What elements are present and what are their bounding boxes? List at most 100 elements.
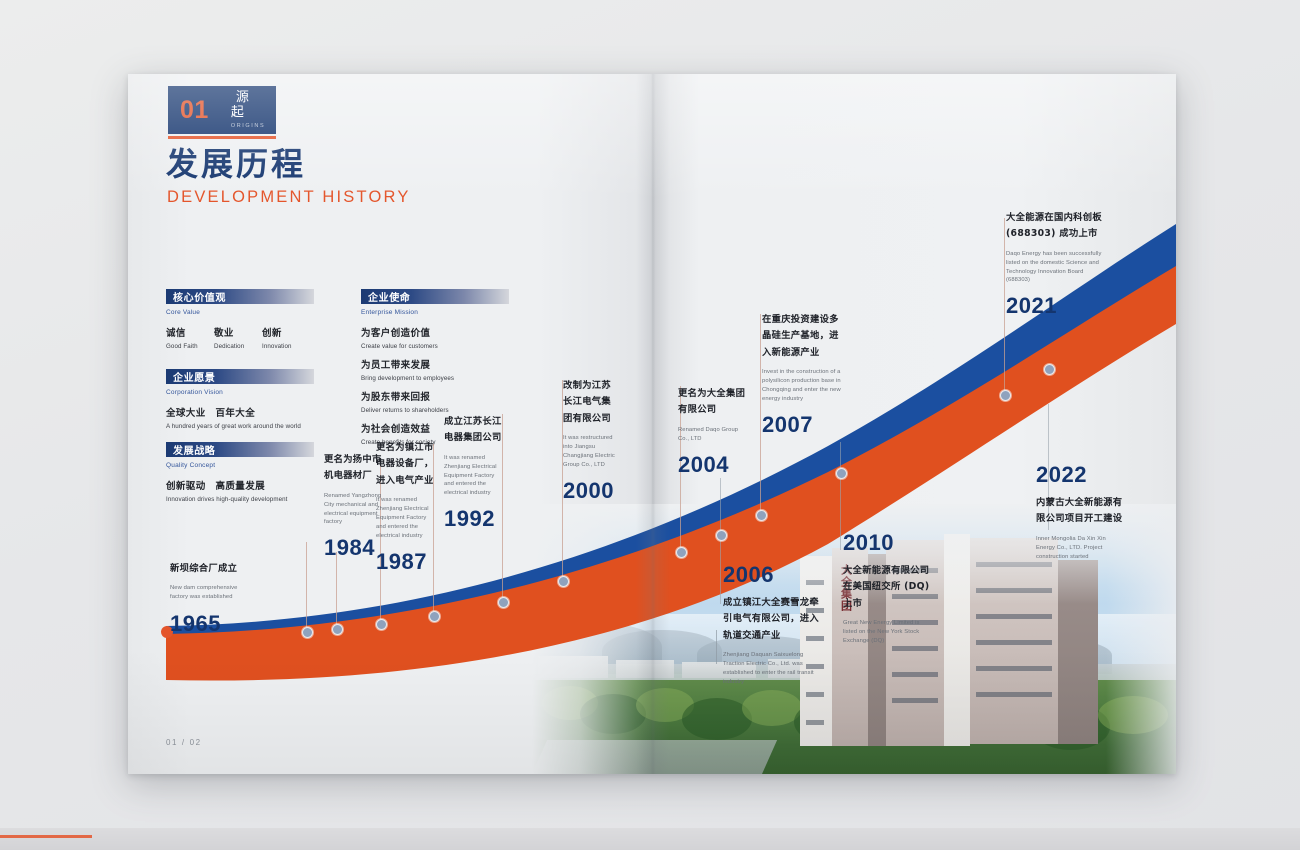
- timeline-entry-2010: 2010 大全新能源有限公司在美国纽交所 (DQ) 上市 Great New E…: [843, 532, 931, 646]
- page-title-cn: 发展历程: [166, 145, 307, 183]
- tree-canopy: [682, 698, 752, 740]
- list-item: 创新 Innovation: [262, 328, 314, 351]
- entry-text-cn: 新坝综合厂成立: [170, 563, 238, 574]
- entry-text-cn: 内蒙古大全新能源有限公司项目开工建设: [1036, 497, 1123, 525]
- block-items: 诚信 Good Faith 敬业 Dedication 创新 Innovatio…: [166, 328, 314, 351]
- entry-text-cn: 更名为扬中市机电器材厂: [324, 454, 382, 482]
- entry-text-en: Zhenjiang Daquan Saixuelong Traction Ele…: [723, 651, 814, 685]
- entry-text-en: It was renamed Zhenjiang Electrical Equi…: [444, 454, 497, 497]
- entry-year: 2022: [1036, 462, 1087, 487]
- entry-year: 2000: [563, 477, 614, 503]
- list-item: 诚信 Good Faith: [166, 328, 214, 351]
- item-en: Dedication: [214, 342, 245, 350]
- timeline-stem: [336, 552, 337, 630]
- block-title-en: Enterprise Mission: [361, 309, 419, 316]
- timeline-stem: [1004, 218, 1005, 394]
- entry-year: 1987: [376, 548, 427, 574]
- tree-canopy: [742, 690, 802, 726]
- block-title-en: Corporation Vision: [166, 389, 223, 396]
- timeline-entry-2000: 改制为江苏长江电气集团有限公司 It was restructured into…: [563, 378, 619, 502]
- entry-text-cn: 成立江苏长江电器集团公司: [444, 416, 502, 444]
- entry-text-en: Renamed Daqo Group Co., LTD: [678, 426, 739, 442]
- item-en: Good Faith: [166, 342, 198, 350]
- timeline-stem: [840, 442, 841, 550]
- item-cn: 为股东带来回报: [361, 391, 431, 403]
- block-title-cn: 发展战略: [173, 446, 216, 457]
- entry-text-en: Great New Energy Limited is listed on th…: [843, 619, 920, 644]
- window: [976, 666, 1052, 671]
- list-item: 创新驱动 高质量发展 Innovation drives high-qualit…: [166, 481, 314, 504]
- timeline-entry-2006: 2006 成立镇江大全赛雪龙牵引电气有限公司，进入轨道交通产业 Zhenjian…: [723, 564, 823, 687]
- block-items: 创新驱动 高质量发展 Innovation drives high-qualit…: [166, 481, 314, 504]
- entry-text-cn: 在重庆投资建设多晶硅生产基地，进入新能源产业: [762, 314, 839, 358]
- item-en: A hundred years of great work around the…: [166, 422, 301, 430]
- entry-text-en: Daqo Energy has been successfully listed…: [1006, 250, 1102, 284]
- page-folio: 01 / 02: [166, 738, 202, 747]
- badge-text-group: 源 起 ORIGINS: [230, 90, 265, 129]
- entry-text-en: Renamed Yangzhong City mechanical and el…: [324, 492, 382, 526]
- timeline-node: [1000, 390, 1011, 401]
- timeline-node: [302, 627, 313, 638]
- block-core-value: 核心价值观 Core Value 诚信 Good Faith 敬业 Dedica…: [166, 289, 314, 351]
- item-en: Bring development to employees: [361, 374, 455, 382]
- page-title-en: DEVELOPMENT HISTORY: [167, 188, 411, 206]
- timeline-entry-2021: 大全能源在国内科创板 (688303) 成功上市 Daqo Energy has…: [1006, 210, 1106, 317]
- entry-year: 2004: [678, 451, 729, 477]
- list-item: 全球大业 百年大全 A hundred years of great work …: [166, 408, 314, 431]
- entry-year: 2010: [843, 530, 894, 555]
- timeline-entry-2004: 更名为大全集团有限公司 Renamed Daqo Group Co., LTD …: [678, 386, 750, 476]
- timeline-entry-1984: 更名为扬中市机电器材厂 Renamed Yangzhong City mecha…: [324, 452, 382, 559]
- timeline-entry-1965: 新坝综合厂成立 New dam comprehensive factory wa…: [170, 561, 256, 635]
- entry-text-cn: 大全能源在国内科创板 (688303) 成功上市: [1006, 212, 1102, 240]
- window: [806, 692, 824, 697]
- timeline-stem: [720, 478, 721, 604]
- entry-year: 1984: [324, 535, 375, 561]
- window: [976, 614, 1052, 619]
- item-cn: 敬业: [214, 328, 234, 339]
- block-bar: 企业使命: [361, 289, 509, 304]
- item-cn: 创新: [262, 328, 282, 339]
- timeline-stem: [760, 314, 761, 514]
- entry-text-cn: 改制为江苏长江电气集团有限公司: [563, 380, 611, 424]
- list-item: 为股东带来回报 Deliver returns to shareholders: [361, 392, 509, 415]
- timeline-node: [429, 611, 440, 622]
- bottom-accent-bar: [0, 835, 92, 838]
- window: [806, 720, 824, 725]
- item-cn: 创新驱动 高质量发展: [166, 481, 266, 492]
- timeline-node: [1044, 364, 1055, 375]
- timeline-node: [558, 576, 569, 587]
- item-en: Innovation: [262, 342, 292, 350]
- block-title-cn: 企业使命: [368, 293, 411, 304]
- block-corporation-vision: 企业愿景 Corporation Vision 全球大业 百年大全 A hund…: [166, 369, 314, 440]
- item-en: Create value for customers: [361, 342, 438, 350]
- badge-underline: [168, 136, 276, 139]
- list-item: 为员工带来发展 Bring development to employees: [361, 360, 509, 383]
- item-en: Innovation drives high-quality developme…: [166, 495, 288, 503]
- entry-year: 2006: [723, 562, 774, 587]
- entry-year: 1965: [170, 611, 221, 637]
- entry-text-cn: 更名为大全集团有限公司: [678, 388, 746, 416]
- block-title-en: Quality Concept: [166, 462, 216, 469]
- timeline-stem: [502, 414, 503, 602]
- window: [976, 640, 1052, 645]
- item-cn: 全球大业 百年大全: [166, 408, 256, 419]
- entry-year: 2021: [1006, 293, 1057, 319]
- item-cn: 为客户创造价值: [361, 328, 431, 339]
- entry-text-cn: 更名为镇江市电器设备厂，进入电气产业: [376, 442, 434, 486]
- entry-text-en: New dam comprehensive factory was establ…: [170, 585, 238, 601]
- timeline-node: [756, 510, 767, 521]
- list-item: 为客户创造价值 Create value for customers: [361, 328, 509, 351]
- item-cn: 诚信: [166, 328, 186, 339]
- entry-year: 1992: [444, 506, 495, 532]
- timeline-entry-1987: 更名为镇江市电器设备厂，进入电气产业 It was renamed Zhenji…: [376, 440, 438, 573]
- block-bar: 核心价值观: [166, 289, 314, 304]
- section-title-cn: 源 起: [230, 90, 254, 120]
- item-cn: 为员工带来发展: [361, 359, 431, 371]
- timeline-node: [836, 468, 847, 479]
- entry-text-en: Invest in the construction of a polysili…: [762, 368, 841, 402]
- timeline-node: [676, 547, 687, 558]
- timeline-node: [498, 597, 509, 608]
- spread: 01 源 起 ORIGINS 发展历程 DEVELOPMENT HISTORY …: [128, 74, 1176, 774]
- entry-text-en: Inner Mongolia Da Xin Xin Energy Co., LT…: [1036, 535, 1106, 560]
